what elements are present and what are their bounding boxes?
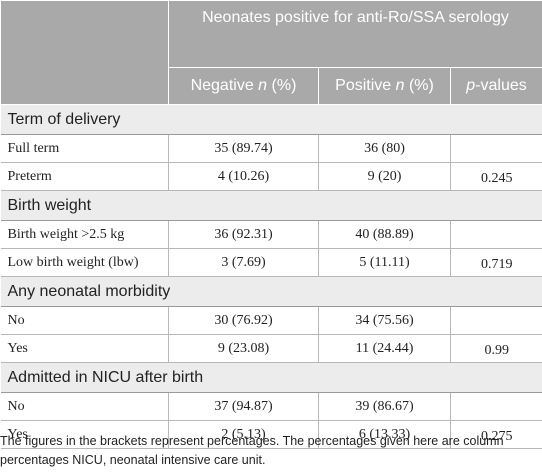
positive-value: 11 (24.44) — [318, 334, 451, 363]
positive-value: 40 (88.89) — [318, 220, 451, 249]
table-row: Full term 35 (89.74) 36 (80) — [0, 134, 542, 163]
table-row: Birth weight >2.5 kg 36 (92.31) 40 (88.89) — [0, 220, 542, 249]
row-label: Low birth weight (lbw) — [0, 248, 169, 277]
negative-value: 9 (23.08) — [168, 334, 319, 363]
table-row: Yes 9 (23.08) 11 (24.44) 0.99 — [0, 334, 542, 363]
table-footnote: The figures in the brackets represent pe… — [0, 434, 504, 467]
table-row: Low birth weight (lbw) 3 (7.69) 5 (11.11) 0… — [0, 248, 542, 277]
negative-value: 35 (89.74) — [168, 134, 319, 163]
p-value: 0.719 — [449, 248, 542, 277]
positive-value: 34 (75.56) — [318, 306, 451, 335]
row-label: No — [0, 306, 169, 335]
header-group-title: Neonates positive for anti-Ro/SSA serolo… — [167, 0, 542, 68]
section-title: Any neonatal morbidity — [0, 276, 542, 307]
negative-value: 37 (94.87) — [168, 392, 319, 421]
positive-value: 9 (20) — [318, 162, 451, 191]
positive-value: 36 (80) — [318, 134, 451, 163]
section-title: Term of delivery — [0, 104, 542, 135]
table-row: No 30 (76.92) 34 (75.56) — [0, 306, 542, 335]
section-title: Admitted in NICU after birth — [0, 362, 542, 393]
p-value: 0.245 — [449, 162, 542, 191]
results-table: Neonates positive for anti-Ro/SSA serolo… — [0, 0, 542, 449]
p-value: 0.99 — [449, 334, 542, 363]
positive-value: 39 (86.67) — [318, 392, 451, 421]
p-value — [449, 392, 542, 421]
section-title: Birth weight — [0, 190, 542, 221]
row-label: Full term — [0, 134, 169, 163]
positive-value: 6 (13.33) — [318, 420, 451, 449]
row-label: Preterm — [0, 162, 169, 191]
section-row: Any neonatal morbidity — [0, 276, 542, 307]
table-row: Preterm 4 (10.26) 9 (20) 0.245 — [0, 162, 542, 191]
p-value — [449, 134, 542, 163]
negative-value: 30 (76.92) — [168, 306, 319, 335]
header-corner — [0, 0, 169, 105]
negative-value: 2 (5.13) — [168, 420, 319, 449]
row-label: Birth weight >2.5 kg — [0, 220, 169, 249]
p-value — [449, 306, 542, 335]
section-row: Admitted in NICU after birth — [0, 362, 542, 393]
header-negative: Negative n (%) — [168, 67, 319, 105]
header-positive: Positive n (%) — [318, 67, 451, 105]
header-row-columns: Negative n (%) Positive n (%) p-values — [1, 67, 542, 105]
negative-value: 4 (10.26) — [168, 162, 319, 191]
header-p-values: p-values — [449, 67, 542, 105]
positive-value: 5 (11.11) — [318, 248, 451, 277]
row-label: Yes — [0, 420, 169, 449]
section-row: Term of delivery — [0, 104, 542, 135]
header-row-group: Neonates positive for anti-Ro/SSA serolo… — [0, 0, 542, 105]
table-row: No 37 (94.87) 39 (86.67) — [0, 392, 542, 421]
table-row: Yes 2 (5.13) 6 (13.33) 0.275 — [0, 420, 542, 449]
table-body: Term of delivery Full term 35 (89.74) 36 (8… — [0, 104, 542, 449]
row-label: No — [0, 392, 169, 421]
negative-value: 3 (7.69) — [168, 248, 319, 277]
p-value: 0.275 — [449, 420, 542, 449]
negative-value: 36 (92.31) — [168, 220, 319, 249]
row-label: Yes — [0, 334, 169, 363]
p-value — [449, 220, 542, 249]
section-row: Birth weight — [0, 190, 542, 221]
